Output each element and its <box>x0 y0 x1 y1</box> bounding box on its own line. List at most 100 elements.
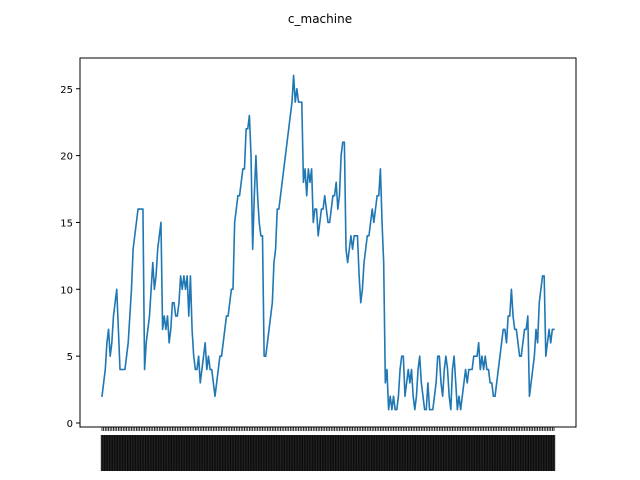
x-tick-label-mark <box>307 435 310 471</box>
x-tick-label-mark <box>269 435 272 471</box>
data-point <box>106 342 108 344</box>
x-tick-label-mark <box>184 435 187 471</box>
data-point <box>340 155 342 157</box>
x-tick-label-mark <box>429 435 433 471</box>
x-tick-label-mark <box>251 435 254 471</box>
data-point <box>204 342 206 344</box>
x-tick-label-mark <box>485 435 489 471</box>
x-tick-label-mark <box>146 435 150 471</box>
x-tick-label-mark <box>181 435 184 471</box>
x-tick-label-mark <box>510 435 513 471</box>
data-point <box>227 315 229 317</box>
data-point <box>333 195 336 197</box>
data-point <box>245 128 247 130</box>
x-tick-label-mark <box>127 435 130 471</box>
data-point <box>512 315 514 317</box>
data-point <box>522 342 524 344</box>
data-point <box>430 409 432 411</box>
data-point <box>315 208 318 210</box>
x-tick-label-mark <box>508 435 511 471</box>
x-tick-label-mark <box>130 435 133 471</box>
x-tick-label-mark <box>330 435 333 471</box>
data-point <box>343 141 345 143</box>
data-point <box>206 368 208 371</box>
data-point <box>383 261 385 264</box>
data-point <box>387 409 390 411</box>
x-tick-label-mark <box>498 435 502 471</box>
x-tick-label-mark <box>423 435 426 471</box>
data-point <box>312 221 314 224</box>
data-point <box>256 195 259 197</box>
data-point <box>337 208 339 210</box>
data-point <box>422 395 424 397</box>
x-tick-label-mark <box>113 435 117 471</box>
data-point <box>183 275 185 277</box>
data-point <box>188 315 190 317</box>
data-point <box>546 342 549 344</box>
x-tick-label-mark <box>353 435 356 471</box>
data-point <box>428 409 431 411</box>
x-tick-label-mark <box>339 435 343 471</box>
data-point <box>440 382 442 384</box>
data-point <box>117 328 119 330</box>
data-point <box>152 261 154 264</box>
x-tick-label-mark <box>248 435 251 471</box>
x-tick-label-mark <box>415 435 418 471</box>
data-point <box>507 315 509 317</box>
data-point <box>330 208 332 210</box>
x-tick-label-mark <box>413 435 416 471</box>
data-point <box>448 395 450 397</box>
data-point <box>427 382 429 384</box>
x-tick-label-mark <box>108 435 112 471</box>
data-point <box>463 382 465 384</box>
x-tick-label-mark <box>402 435 405 471</box>
x-tick-label-mark <box>436 435 439 471</box>
data-point <box>491 382 493 384</box>
data-point <box>499 355 501 357</box>
x-tick-label-mark <box>220 435 223 471</box>
data-point <box>112 315 115 317</box>
x-tick-label-mark <box>461 435 464 471</box>
data-point <box>222 342 224 344</box>
data-point <box>171 302 174 304</box>
x-tick-label-mark <box>313 435 317 471</box>
x-tick-label-mark <box>149 435 153 471</box>
x-tick-label-mark <box>549 435 552 471</box>
x-tick-label-mark <box>469 435 472 471</box>
data-point <box>202 355 205 357</box>
data-point <box>145 342 147 344</box>
x-tick-label-mark <box>372 435 376 471</box>
data-point <box>125 355 128 357</box>
x-tick-label-mark <box>310 435 313 471</box>
data-point <box>274 248 277 250</box>
data-point <box>502 328 504 330</box>
x-tick-label-mark <box>143 435 146 471</box>
x-tick-label-mark <box>511 435 515 471</box>
x-tick-label-mark <box>539 435 543 471</box>
data-point <box>456 409 458 411</box>
x-tick-label-mark <box>538 435 541 471</box>
x-tick-label-mark <box>529 435 533 471</box>
x-tick-label-mark <box>289 435 292 471</box>
data-point <box>311 168 313 170</box>
data-point <box>119 368 121 371</box>
data-point <box>443 368 445 371</box>
x-tick-label-mark <box>105 435 109 471</box>
data-point <box>253 195 255 197</box>
x-tick-label-mark <box>534 435 538 471</box>
x-tick-label-mark <box>387 435 390 471</box>
x-tick-label-mark <box>287 435 290 471</box>
data-point <box>261 235 264 237</box>
x-tick-label-mark <box>285 435 289 471</box>
data-point <box>347 261 349 264</box>
x-tick-label-mark <box>521 435 525 471</box>
x-tick-label-mark <box>438 435 441 471</box>
x-tick-label-mark <box>502 435 505 471</box>
x-tick-label-mark <box>199 435 202 471</box>
x-tick-label-mark <box>320 435 323 471</box>
y-tick-label: 5 <box>67 352 73 363</box>
data-point <box>363 261 365 264</box>
data-point <box>247 128 249 130</box>
data-point <box>175 315 177 317</box>
